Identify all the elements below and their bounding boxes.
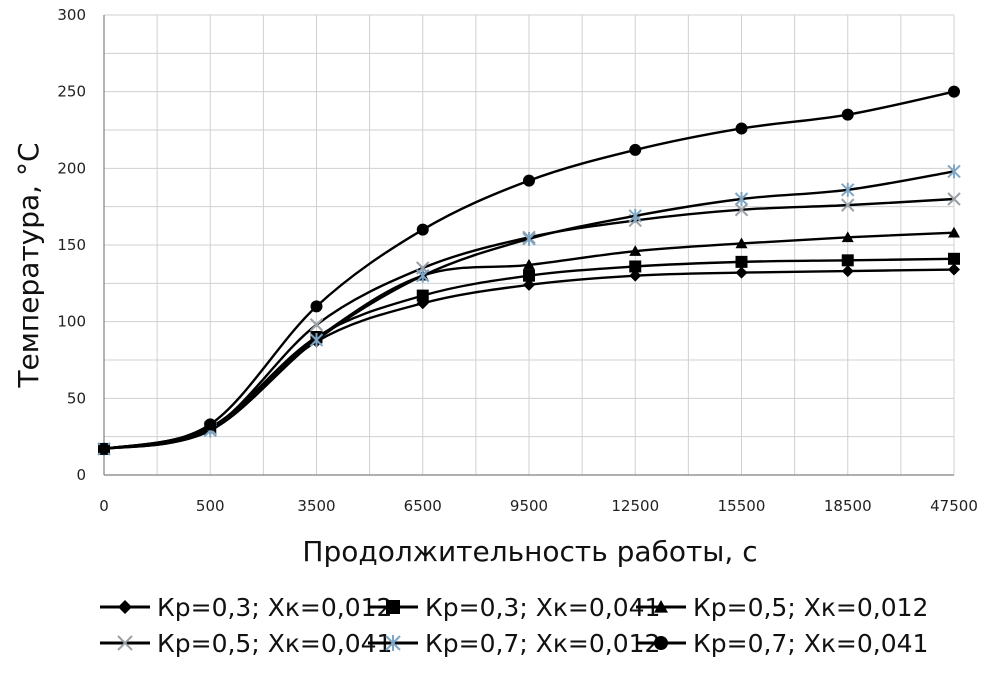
data-point bbox=[416, 289, 429, 302]
legend-item: Кр=0,5; Хк=0,041 bbox=[100, 629, 392, 658]
x-tick-label: 6500 bbox=[404, 497, 442, 515]
legend-item: Кр=0,5; Хк=0,012 bbox=[636, 593, 928, 622]
data-point bbox=[629, 260, 642, 273]
data-point bbox=[841, 182, 855, 197]
series-line bbox=[98, 85, 960, 455]
data-point bbox=[948, 226, 960, 238]
data-point bbox=[628, 208, 642, 223]
y-tick-label: 150 bbox=[57, 236, 86, 254]
x-tick-label: 12500 bbox=[611, 497, 659, 515]
data-point bbox=[522, 231, 536, 246]
x-tick-label: 18500 bbox=[824, 497, 872, 515]
x-tick-label: 47500 bbox=[930, 497, 978, 515]
data-point bbox=[841, 198, 855, 212]
data-point bbox=[841, 108, 854, 121]
data-point bbox=[629, 245, 642, 256]
data-point bbox=[523, 269, 535, 282]
legend: Кр=0,3; Хк=0,012 Кр=0,3; Хк=0,041 Кр=0,5; … bbox=[100, 593, 928, 658]
data-point bbox=[947, 164, 961, 179]
legend-label: Кр=0,3; Хк=0,012 bbox=[157, 593, 392, 622]
data-point bbox=[734, 192, 749, 206]
data-point bbox=[385, 635, 401, 651]
data-point bbox=[948, 252, 960, 265]
tick-labels: 0 50 100 150 200 250 300 0 500 3500 6500 9500 12500 1… bbox=[57, 6, 978, 515]
data-point bbox=[523, 174, 535, 187]
data-point bbox=[523, 278, 535, 291]
legend-item: Кр=0,3; Хк=0,012 bbox=[100, 593, 392, 622]
data-point bbox=[523, 258, 535, 270]
x-tick-label: 3500 bbox=[297, 497, 335, 515]
y-tick-label: 300 bbox=[57, 6, 86, 24]
series-path bbox=[103, 197, 955, 451]
legend-item: Кр=0,7; Хк=0,012 bbox=[368, 629, 660, 658]
plot-area bbox=[97, 85, 961, 456]
data-point bbox=[309, 333, 324, 348]
data-point bbox=[947, 192, 961, 206]
data-point bbox=[654, 636, 668, 650]
data-point bbox=[948, 85, 960, 98]
data-point bbox=[98, 442, 110, 455]
data-point bbox=[735, 266, 748, 279]
legend-label: Кр=0,5; Хк=0,041 bbox=[157, 629, 392, 658]
data-point bbox=[735, 237, 748, 249]
data-point bbox=[629, 269, 642, 282]
data-point bbox=[117, 635, 133, 651]
data-point bbox=[416, 223, 429, 236]
y-axis-title: Температура, °С bbox=[12, 142, 45, 388]
x-axis-title: Продолжительность работы, с bbox=[302, 535, 757, 568]
axes bbox=[103, 15, 954, 476]
data-point bbox=[654, 600, 668, 613]
data-point bbox=[416, 268, 430, 283]
data-point bbox=[309, 318, 324, 332]
data-point bbox=[735, 255, 748, 268]
data-point bbox=[841, 231, 854, 243]
data-point bbox=[118, 600, 132, 614]
legend-label: Кр=0,7; Хк=0,041 bbox=[693, 629, 928, 658]
legend-label: Кр=0,3; Хк=0,041 bbox=[425, 593, 660, 622]
legend-label: Кр=0,5; Хк=0,012 bbox=[693, 593, 928, 622]
data-point bbox=[204, 418, 217, 431]
x-tick-label: 15500 bbox=[718, 497, 766, 515]
data-point bbox=[841, 265, 854, 278]
x-tick-label: 500 bbox=[196, 497, 225, 515]
y-tick-label: 200 bbox=[57, 159, 86, 177]
data-point bbox=[841, 254, 854, 267]
y-tick-label: 250 bbox=[57, 83, 86, 101]
data-point bbox=[948, 263, 960, 276]
legend-label: Кр=0,7; Хк=0,012 bbox=[425, 629, 660, 658]
data-point bbox=[734, 203, 749, 217]
y-tick-label: 50 bbox=[67, 389, 86, 407]
legend-item: Кр=0,3; Хк=0,041 bbox=[368, 593, 660, 622]
data-point bbox=[310, 300, 323, 313]
data-point bbox=[735, 122, 748, 135]
data-point bbox=[386, 600, 400, 614]
y-tick-label: 0 bbox=[76, 466, 86, 484]
x-tick-label: 0 bbox=[99, 497, 109, 515]
data-point bbox=[629, 143, 642, 156]
x-tick-label: 9500 bbox=[510, 497, 548, 515]
y-tick-label: 100 bbox=[57, 313, 86, 331]
legend-item: Кр=0,7; Хк=0,041 bbox=[636, 629, 928, 658]
